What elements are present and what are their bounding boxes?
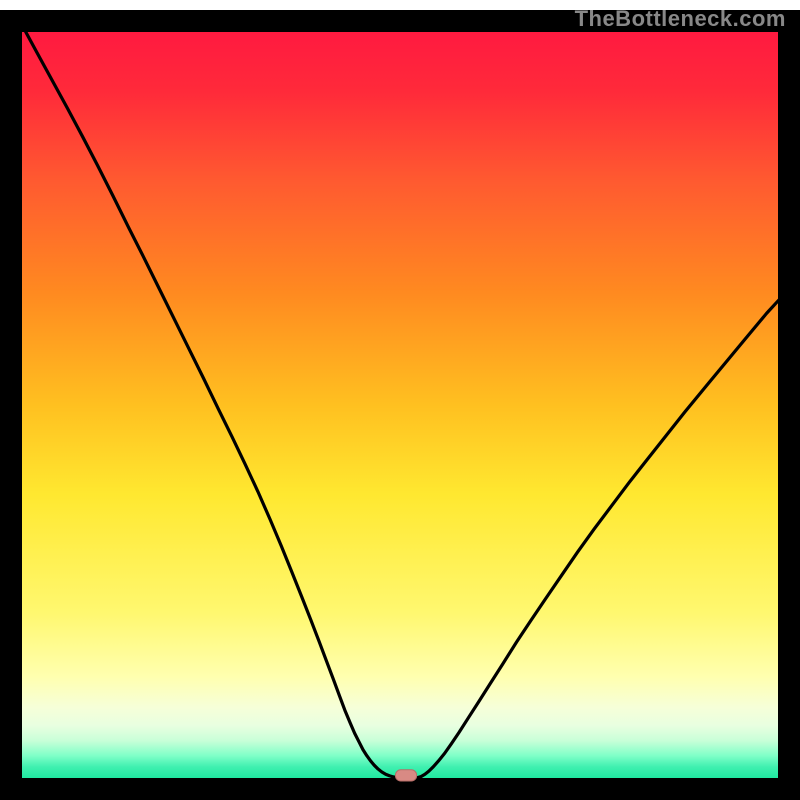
bottleneck-curve-plot (0, 0, 800, 800)
watermark-text: TheBottleneck.com (575, 6, 786, 32)
optimum-marker (395, 770, 416, 781)
chart-container: TheBottleneck.com (0, 0, 800, 800)
plot-background (22, 32, 778, 778)
